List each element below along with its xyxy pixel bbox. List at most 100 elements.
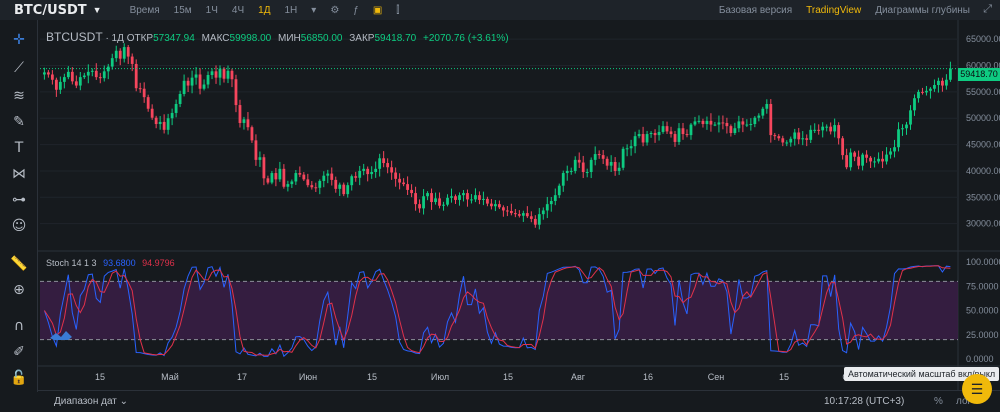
view-basic[interactable]: Базовая версия — [718, 4, 793, 16]
candle — [310, 181, 314, 190]
candle — [286, 180, 290, 192]
candle — [362, 163, 366, 176]
price-tick-label: 45000.000 — [966, 140, 1000, 150]
candle-body — [334, 179, 338, 189]
candle-body — [789, 138, 793, 143]
candle — [853, 150, 857, 162]
candle — [246, 112, 250, 131]
crosshair-icon[interactable]: ✛ — [13, 32, 25, 48]
magnet-icon[interactable]: ∩ — [13, 318, 25, 334]
candle-body — [478, 195, 481, 200]
time-tick-label: Сен — [708, 372, 725, 382]
indicator-logo-icon — [50, 331, 72, 340]
time-tick-label: 15 — [779, 372, 789, 382]
candle-body — [134, 63, 138, 89]
more-timeframes-icon[interactable]: ▾ — [311, 4, 317, 16]
candle — [593, 146, 597, 166]
candle-body — [122, 47, 126, 59]
legend-low: 56850.00 — [300, 33, 343, 44]
candle — [382, 151, 386, 168]
last-price-tag: 59418.70 — [958, 68, 1000, 81]
candle — [242, 116, 246, 130]
symbol-selector[interactable]: BTC/USDT — [14, 2, 87, 18]
candle-body — [949, 68, 952, 80]
clock[interactable]: 10:17:28 (UTC+3) — [824, 396, 905, 407]
expand-icon[interactable]: ⤢ — [983, 3, 992, 15]
timeframe-time[interactable]: Время — [129, 4, 160, 16]
candle — [290, 179, 294, 188]
candle — [370, 166, 374, 179]
lock-icon[interactable]: 🔓 — [10, 370, 28, 386]
candle — [438, 192, 441, 209]
zoom-in-icon[interactable]: ⊕ — [13, 282, 25, 298]
candle-body — [394, 172, 398, 179]
candle-body — [805, 138, 809, 140]
candle-body — [817, 129, 821, 131]
legend-low-label: МИН — [278, 33, 301, 44]
candle — [581, 155, 585, 179]
candle — [669, 126, 673, 138]
candle-body — [509, 210, 513, 214]
candle — [278, 161, 282, 182]
price-chart[interactable]: 65000.000 60000.000 55000.000 50000.000 4500… — [38, 20, 1000, 390]
candle-body — [154, 117, 158, 125]
date-range-button[interactable]: Диапазон дат ⌄ — [54, 396, 128, 407]
measure-icon[interactable]: ⊶ — [12, 192, 26, 208]
pattern-icon[interactable]: ⋈ — [12, 166, 26, 182]
candle — [258, 151, 262, 167]
candle — [629, 139, 633, 156]
candle-body — [617, 167, 621, 171]
candle-body — [613, 161, 617, 171]
chevron-down-icon[interactable]: ▼ — [92, 5, 102, 15]
candle — [162, 114, 166, 134]
brush-icon[interactable]: ✎ — [13, 114, 25, 130]
candle — [70, 67, 74, 85]
candle — [797, 127, 801, 145]
candle-body — [330, 173, 334, 180]
settings-sliders-icon[interactable]: ⚙ — [330, 4, 340, 16]
candle-body — [801, 138, 805, 140]
candle-body — [142, 88, 146, 98]
log-scale-toggle[interactable]: лог — [956, 396, 972, 407]
candle-body — [849, 152, 853, 168]
candles-icon[interactable]: ⫿ — [396, 4, 400, 16]
candle — [154, 115, 158, 129]
candle — [126, 44, 130, 65]
candle-body — [705, 120, 709, 125]
trend-line-icon[interactable]: ⟋ — [14, 60, 24, 76]
candle-body — [254, 140, 258, 160]
view-depth[interactable]: Диаграммы глубины — [875, 4, 970, 16]
timeframe-4h[interactable]: 4Ч — [231, 4, 245, 16]
view-tradingview[interactable]: TradingView — [806, 4, 862, 16]
stoch-tick-label: 75.0000 — [966, 281, 999, 291]
candle — [450, 188, 453, 203]
ruler-icon[interactable]: 📏 — [10, 256, 28, 272]
candle — [917, 89, 920, 103]
candle-body — [601, 155, 605, 159]
candle-body — [70, 71, 74, 82]
timeframe-15m[interactable]: 15м — [173, 4, 192, 16]
percent-scale-toggle[interactable]: % — [934, 396, 943, 407]
candle — [342, 182, 346, 197]
candle-body — [390, 167, 394, 173]
indicators-icon[interactable]: ƒ — [353, 4, 359, 16]
chat-icon[interactable]: ☰ — [962, 374, 992, 404]
timeframe-1h[interactable]: 1Ч — [205, 4, 218, 16]
lock-drawing-icon[interactable]: ✐ — [13, 344, 25, 360]
candle-body — [194, 74, 198, 78]
fib-retracement-icon[interactable]: ≋ — [13, 88, 25, 104]
candle — [737, 115, 741, 133]
candle — [717, 115, 721, 133]
candle-body — [929, 88, 932, 91]
emoji-icon[interactable]: ☺ — [11, 218, 27, 234]
candle-body — [310, 185, 314, 188]
candle-body — [422, 196, 425, 209]
candle-body — [130, 56, 134, 64]
candle — [729, 124, 733, 137]
timeframe-1d[interactable]: 1Д — [258, 4, 271, 16]
chart-type-icon[interactable]: ▣ — [372, 4, 383, 16]
timeframe-1w[interactable]: 1Н — [284, 4, 298, 16]
candle — [693, 116, 697, 127]
text-icon[interactable]: T — [14, 140, 24, 156]
candle — [386, 158, 390, 174]
